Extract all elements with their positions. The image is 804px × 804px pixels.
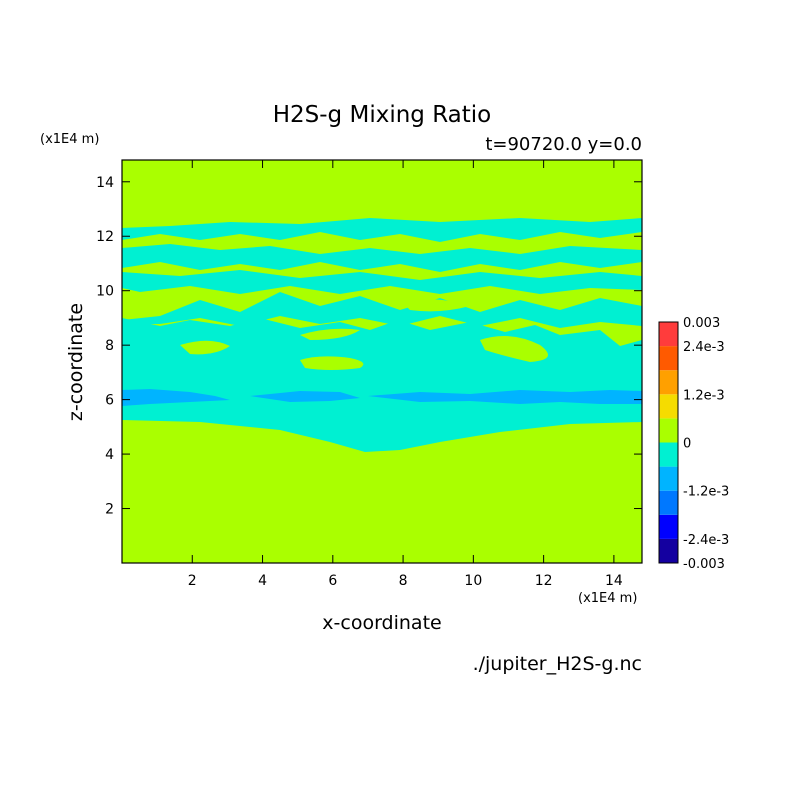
y-tick-label: 12 bbox=[96, 229, 114, 245]
contour-island-green-3 bbox=[480, 336, 548, 362]
x-tick-label: 14 bbox=[605, 573, 623, 589]
colorbar-label: 2.4e-3 bbox=[683, 340, 725, 355]
contour-layer bbox=[122, 218, 642, 452]
contour-band-blue-left bbox=[122, 389, 230, 406]
colorbar-swatch bbox=[659, 394, 678, 419]
y-tick-label: 2 bbox=[105, 502, 114, 518]
x-axis-unit: (x1E4 m) bbox=[578, 591, 637, 606]
y-axis-label: z-coordinate bbox=[65, 303, 87, 421]
contour-island-green-5 bbox=[400, 298, 470, 312]
y-tick-label: 10 bbox=[96, 284, 114, 300]
contour-band-cyan-top bbox=[122, 218, 642, 242]
contour-band-cyan-upper bbox=[122, 292, 642, 328]
y-tick-label: 14 bbox=[96, 175, 114, 191]
colorbar-swatch bbox=[659, 538, 678, 563]
colorbar-swatch bbox=[659, 442, 678, 467]
x-tick-label: 12 bbox=[535, 573, 553, 589]
y-axis: 2 4 6 8 10 12 14 bbox=[96, 175, 642, 518]
x-tick-label: 8 bbox=[399, 573, 408, 589]
colorbar-swatch bbox=[659, 346, 678, 371]
colorbar-swatch bbox=[659, 514, 678, 539]
colorbar-swatch bbox=[659, 466, 678, 491]
x-axis: 2 4 6 8 10 12 14 bbox=[188, 160, 623, 589]
colorbar-label: -2.4e-3 bbox=[683, 533, 729, 548]
colorbar-swatch bbox=[659, 370, 678, 395]
y-tick-label: 4 bbox=[105, 447, 114, 463]
colorbar-swatch bbox=[659, 322, 678, 347]
plot-frame bbox=[121, 159, 643, 564]
contour-band-cyan-top3 bbox=[122, 270, 642, 294]
contour-band-blue-center bbox=[250, 391, 360, 402]
colorbar: 0.003 2.4e-3 1.2e-3 0 -1.2e-3 -2.4e-3 -0.003 bbox=[658, 316, 729, 572]
contour-band-blue-right bbox=[368, 390, 642, 404]
file-label: ./jupiter_H2S-g.nc bbox=[473, 653, 642, 675]
contour-island-green-1 bbox=[300, 356, 364, 370]
contour-band-cyan-top2 bbox=[122, 244, 642, 272]
contour-island-green-4 bbox=[300, 328, 360, 340]
y-axis-unit: (x1E4 m) bbox=[40, 132, 99, 147]
colorbar-swatch bbox=[659, 418, 678, 443]
chart-title: H2S-g Mixing Ratio bbox=[273, 102, 492, 128]
y-tick-label: 6 bbox=[105, 393, 114, 409]
colorbar-label: -1.2e-3 bbox=[683, 485, 729, 500]
colorbar-label: 1.2e-3 bbox=[683, 388, 725, 403]
x-tick-label: 10 bbox=[464, 573, 482, 589]
x-tick-label: 2 bbox=[188, 573, 197, 589]
colorbar-swatch bbox=[659, 490, 678, 515]
contour-island-green-2 bbox=[180, 340, 230, 355]
chart-subtitle: t=90720.0 y=0.0 bbox=[485, 134, 642, 155]
y-tick-label: 8 bbox=[105, 338, 114, 354]
x-tick-label: 4 bbox=[258, 573, 267, 589]
x-axis-label: x-coordinate bbox=[322, 612, 441, 634]
colorbar-frame bbox=[658, 321, 679, 564]
colorbar-label: -0.003 bbox=[683, 557, 725, 572]
colorbar-label: 0 bbox=[683, 437, 691, 452]
colorbar-label: 0.003 bbox=[683, 316, 720, 331]
x-tick-label: 6 bbox=[328, 573, 337, 589]
